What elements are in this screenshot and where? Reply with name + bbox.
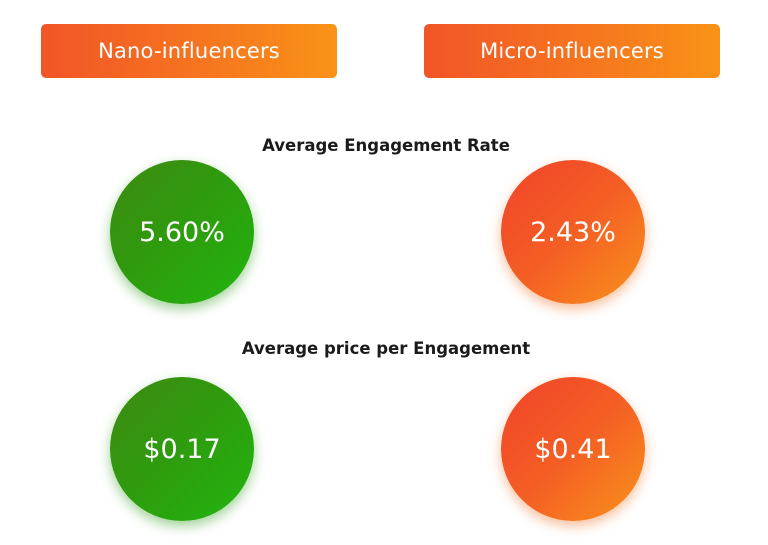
micro-price-per-engagement-circle: $0.41: [501, 377, 645, 521]
nano-price-per-engagement-circle: $0.17: [110, 377, 254, 521]
micro-engagement-rate-value: 2.43%: [530, 216, 616, 248]
nano-influencers-header: Nano-influencers: [41, 24, 337, 78]
nano-engagement-rate-circle: 5.60%: [110, 160, 254, 304]
micro-price-per-engagement-value: $0.41: [534, 433, 612, 465]
micro-influencers-header: Micro-influencers: [424, 24, 720, 78]
micro-engagement-rate-circle: 2.43%: [501, 160, 645, 304]
nano-engagement-rate-value: 5.60%: [139, 216, 225, 248]
engagement-rate-heading: Average Engagement Rate: [262, 136, 510, 155]
price-per-engagement-heading: Average price per Engagement: [241, 339, 531, 358]
nano-price-per-engagement-value: $0.17: [143, 433, 221, 465]
